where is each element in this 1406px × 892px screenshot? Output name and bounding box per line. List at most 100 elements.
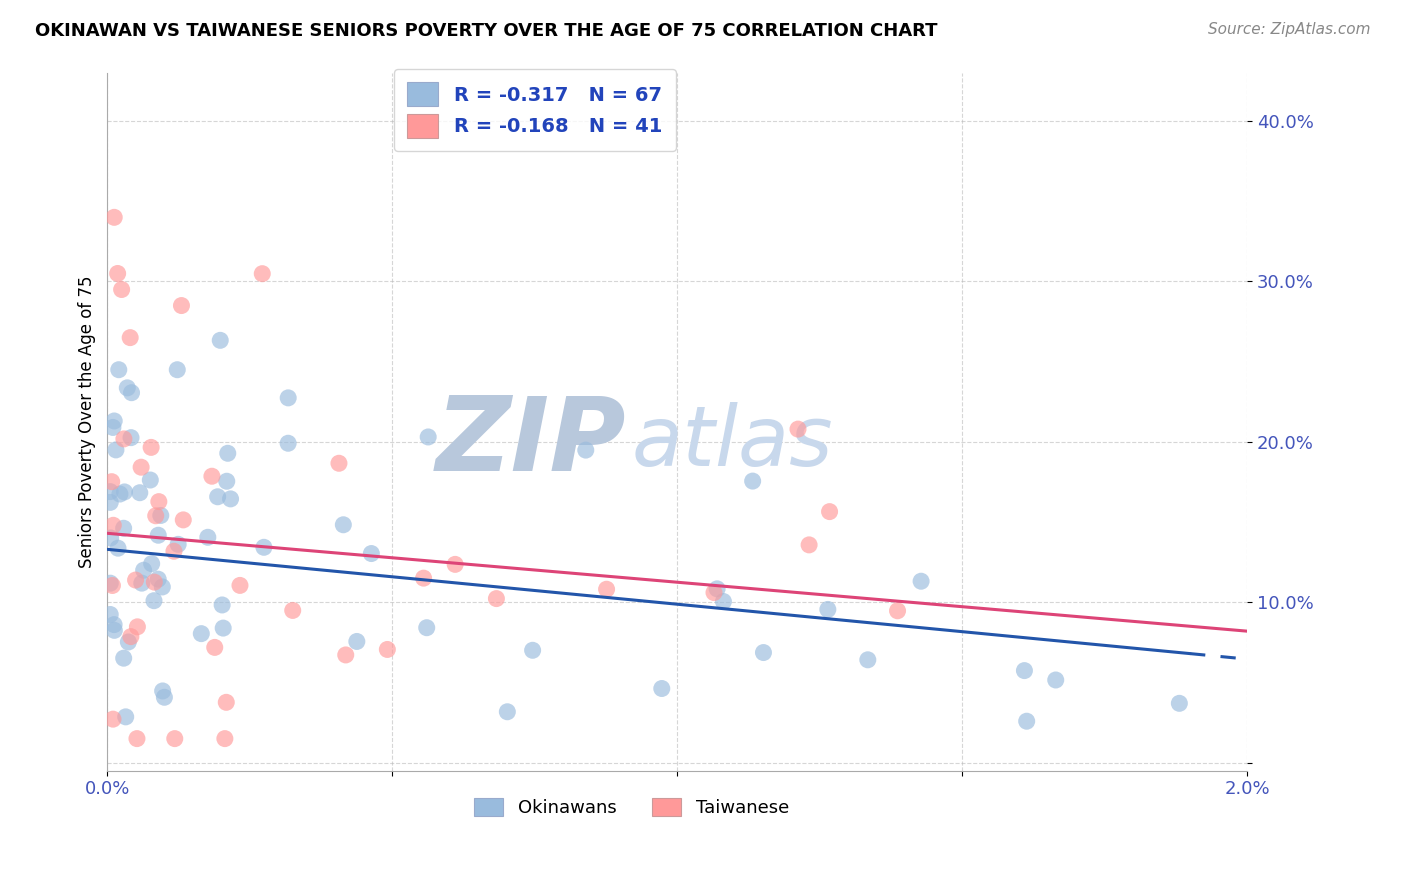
Point: [120, 331, 142, 345]
Point: [215, 475, 238, 489]
Point: [651, 681, 673, 696]
Point: [100, 475, 122, 489]
Point: [101, 578, 124, 592]
Point: [253, 541, 276, 555]
Point: [152, 684, 174, 698]
Point: [103, 211, 125, 225]
Point: [211, 598, 233, 612]
Point: [229, 578, 252, 592]
Point: [103, 518, 125, 533]
Point: [131, 576, 153, 591]
Point: [117, 635, 139, 649]
Point: [103, 624, 125, 638]
Point: [114, 484, 136, 499]
Point: [117, 381, 139, 395]
Point: [328, 456, 350, 470]
Point: [219, 491, 242, 506]
Point: [107, 541, 129, 556]
Point: [127, 620, 149, 634]
Point: [818, 505, 841, 519]
Point: [856, 653, 879, 667]
Point: [277, 436, 299, 450]
Point: [797, 538, 820, 552]
Point: [139, 473, 162, 487]
Point: [496, 705, 519, 719]
Point: [575, 443, 598, 458]
Point: [209, 334, 232, 348]
Point: [98, 576, 121, 591]
Point: [375, 642, 398, 657]
Text: atlas: atlas: [631, 402, 834, 483]
Point: [150, 580, 173, 594]
Point: [112, 521, 135, 535]
Point: [143, 593, 166, 607]
Point: [149, 508, 172, 523]
Point: [124, 573, 146, 587]
Point: [281, 603, 304, 617]
Point: [148, 572, 170, 586]
Text: OKINAWAN VS TAIWANESE SENIORS POVERTY OVER THE AGE OF 75 CORRELATION CHART: OKINAWAN VS TAIWANESE SENIORS POVERTY OV…: [35, 22, 938, 40]
Point: [1045, 673, 1067, 687]
Point: [107, 362, 129, 376]
Point: [104, 442, 127, 457]
Point: [148, 494, 170, 508]
Point: [277, 391, 299, 405]
Point: [522, 643, 544, 657]
Point: [741, 474, 763, 488]
Point: [125, 731, 148, 746]
Legend: Okinawans, Taiwanese: Okinawans, Taiwanese: [467, 790, 796, 824]
Point: [163, 731, 186, 746]
Point: [252, 267, 274, 281]
Point: [103, 617, 125, 632]
Point: [98, 495, 121, 509]
Point: [145, 508, 167, 523]
Point: [170, 299, 193, 313]
Point: [100, 531, 122, 545]
Point: [148, 528, 170, 542]
Point: [706, 582, 728, 596]
Point: [101, 420, 124, 434]
Y-axis label: Seniors Poverty Over the Age of 75: Seniors Poverty Over the Age of 75: [79, 276, 96, 568]
Point: [332, 517, 354, 532]
Point: [204, 640, 226, 655]
Point: [346, 634, 368, 648]
Point: [817, 602, 839, 616]
Point: [190, 626, 212, 640]
Point: [111, 283, 134, 297]
Point: [485, 591, 508, 606]
Point: [167, 537, 190, 551]
Point: [212, 621, 235, 635]
Point: [101, 712, 124, 726]
Point: [910, 574, 932, 589]
Point: [201, 469, 224, 483]
Point: [886, 604, 908, 618]
Point: [595, 582, 617, 597]
Point: [787, 422, 810, 436]
Point: [418, 430, 440, 444]
Point: [139, 441, 162, 455]
Point: [166, 362, 188, 376]
Point: [141, 557, 163, 571]
Point: [1014, 664, 1036, 678]
Point: [172, 513, 194, 527]
Point: [114, 710, 136, 724]
Point: [108, 487, 131, 501]
Point: [163, 544, 186, 558]
Point: [703, 585, 725, 599]
Point: [121, 385, 143, 400]
Point: [214, 731, 236, 746]
Text: ZIP: ZIP: [436, 392, 626, 493]
Point: [120, 431, 142, 445]
Point: [103, 414, 125, 428]
Point: [153, 690, 176, 705]
Point: [143, 575, 166, 590]
Point: [132, 563, 155, 577]
Point: [713, 594, 735, 608]
Point: [98, 607, 121, 622]
Text: Source: ZipAtlas.com: Source: ZipAtlas.com: [1208, 22, 1371, 37]
Point: [98, 484, 121, 499]
Point: [112, 432, 135, 446]
Point: [197, 530, 219, 544]
Point: [1168, 696, 1191, 710]
Point: [360, 547, 382, 561]
